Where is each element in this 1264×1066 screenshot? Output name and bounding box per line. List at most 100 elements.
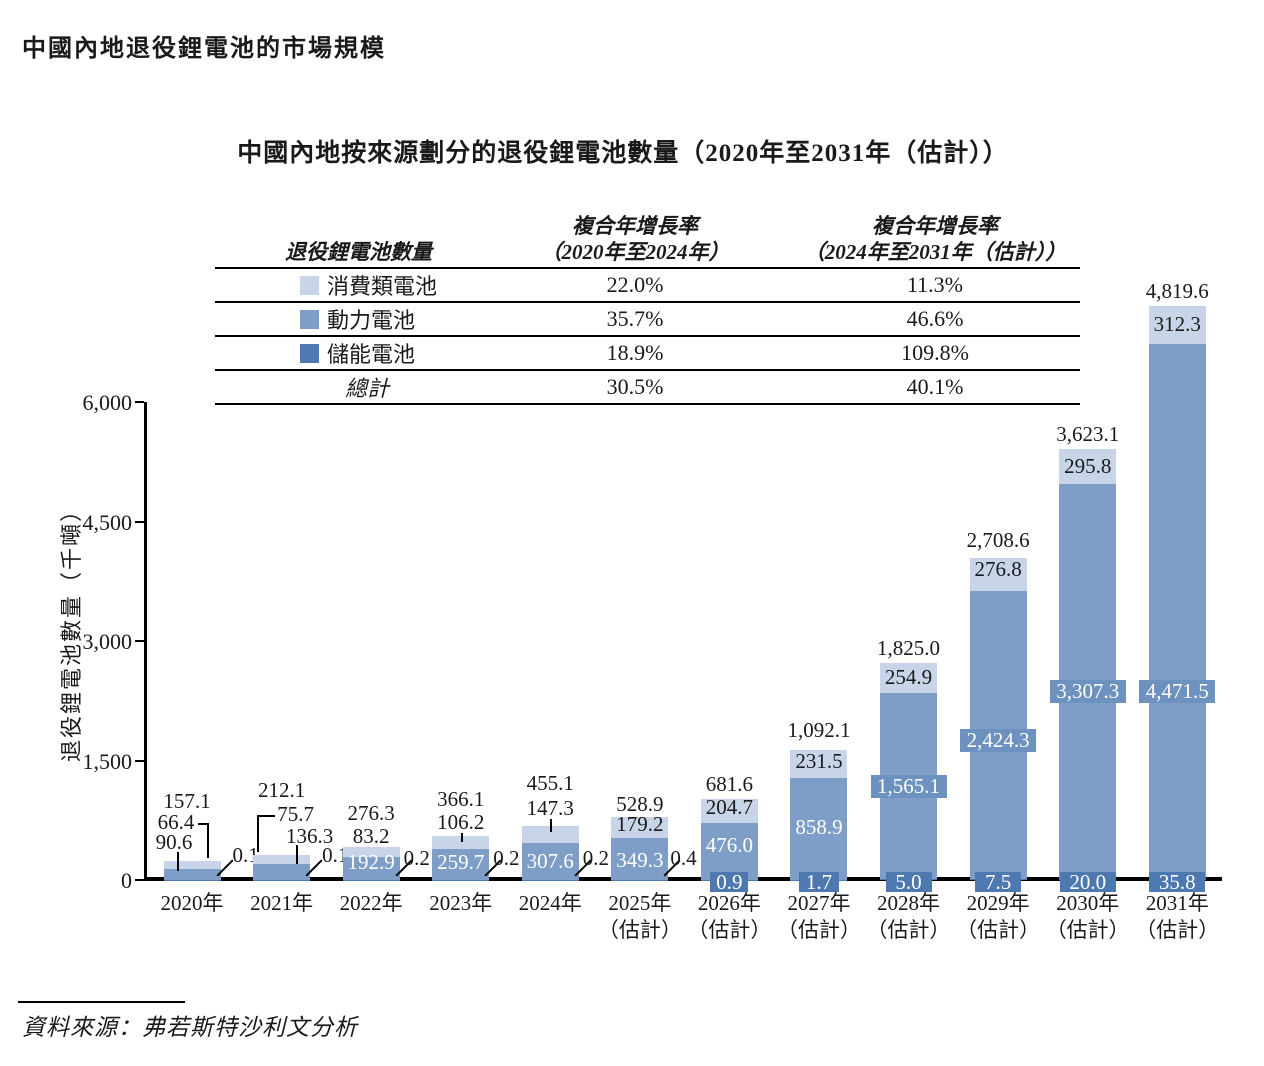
chart-title: 中國內地按來源劃分的退役鋰電池數量（2020年至2031年（估計））	[237, 140, 1009, 167]
table-row-label-cell: 儲能電池	[215, 337, 480, 369]
bar-2023年-power-segment	[432, 849, 490, 880]
table-row-label-cell: 消費類電池	[215, 269, 480, 301]
cagr-2020-2024-value: 35.7%	[606, 306, 664, 331]
x-label-2027年: 2027年	[787, 891, 851, 915]
bar-2020年-storage-segment	[163, 879, 221, 881]
legend-swatch-0	[300, 275, 319, 295]
total-label-2021年: 212.1	[257, 778, 306, 802]
power-label-2026年: 476.0	[705, 833, 754, 857]
cagr-2024-2031-cell: 40.1%	[790, 374, 1080, 400]
power-label-2025年: 349.3	[616, 848, 664, 872]
bar-2020年-consumer-segment	[163, 861, 221, 870]
table-row-label-cell: 總計	[215, 371, 480, 403]
consumer-label-2028年: 254.9	[884, 665, 933, 689]
total-label-2025年: 528.9	[616, 792, 664, 816]
storage-label-2025年: 0.4	[670, 846, 697, 870]
consumer-leader-tick-2023年	[460, 833, 463, 843]
total-label-2027年: 1,092.1	[787, 718, 851, 742]
cagr-2020-2024-cell: 30.5%	[480, 374, 790, 400]
header-cagr-2024-2031: 複合年增長率 （2024年至2031年（估計））	[803, 213, 1067, 264]
power-label-2023年: 259.7	[437, 850, 485, 874]
consumer-label-2025年: 179.2	[616, 812, 664, 836]
legend-label: 儲能電池	[327, 342, 416, 367]
total-label-2024年: 455.1	[526, 771, 574, 795]
bar-2028年-consumer-segment	[880, 662, 938, 694]
bar-2020年-power-segment	[163, 869, 221, 880]
header-quantity: 退役鋰電池數量	[285, 239, 432, 264]
cagr-2024-2031-value: 109.8%	[901, 340, 969, 365]
y-tick-mark-3,000	[135, 640, 144, 642]
cagr-2020-2024-cell: 22.0%	[480, 272, 790, 298]
consumer-label-2020年: 66.4	[157, 810, 195, 834]
cagr-2024-2031-value: 46.6%	[906, 306, 964, 331]
table-row-3: 總計 30.5% 40.1%	[215, 371, 1080, 405]
storage-label-chip-2026年: 0.9	[710, 872, 749, 893]
consumer-leader-h-2021年	[257, 815, 275, 817]
x-label-note-2028年: （估計）	[866, 918, 951, 942]
bar-2022年-power-segment	[342, 857, 400, 880]
total-label-2028年: 1,825.0	[877, 636, 941, 660]
consumer-label-2021年: 75.7	[277, 802, 314, 826]
bar-2023年-storage-segment	[432, 879, 490, 881]
cagr-2020-2024-cell: 35.7%	[480, 306, 790, 332]
x-label-2021年: 2021年	[250, 891, 314, 915]
power-label-2027年: 858.9	[795, 815, 843, 839]
storage-label-chip-2028年: 5.0	[885, 872, 932, 893]
cagr-2024-2031-value: 11.3%	[906, 272, 963, 297]
cagr-2020-2024-value: 18.9%	[606, 340, 664, 365]
x-label-2025年: 2025年	[608, 891, 672, 915]
bar-2021年-power-segment	[253, 863, 311, 880]
total-label-2029年: 2,708.6	[966, 528, 1030, 552]
y-axis-title: 退役鋰電池數量（千噸）	[59, 497, 84, 763]
total-label-2023年: 366.1	[437, 787, 485, 811]
storage-label-chip-2031年: 35.8	[1149, 872, 1206, 893]
bar-2031年-power-segment	[1148, 343, 1206, 876]
bar-2027年-power-segment	[790, 777, 848, 880]
consumer-label-2030年: 295.8	[1064, 454, 1112, 478]
cagr-2024-2031-cell: 46.6%	[790, 306, 1080, 332]
y-tick-label-4,500: 4,500	[82, 509, 133, 535]
bar-2031年-consumer-segment	[1148, 306, 1206, 344]
source-divider	[18, 1001, 185, 1003]
power-label-chip-2031年: 4,471.5	[1139, 680, 1216, 703]
cagr-2024-2031-cell: 11.3%	[790, 272, 1080, 298]
cagr-table-header: 退役鋰電池數量 複合年增長率 （2020年至2024年） 複合年增長率 （202…	[215, 203, 1080, 269]
storage-label-2020年: 0.1	[232, 843, 259, 867]
total-label-2022年: 276.3	[347, 801, 395, 825]
cagr-table: 退役鋰電池數量 複合年增長率 （2020年至2024年） 複合年增長率 （202…	[215, 203, 1080, 405]
cagr-2024-2031-cell: 109.8%	[790, 340, 1080, 366]
bar-2027年-consumer-segment	[790, 750, 848, 778]
power-label-chip-2029年: 2,424.3	[960, 729, 1037, 752]
cagr-2024-2031-value: 40.1%	[906, 374, 964, 399]
bar-2025年-storage-segment	[611, 879, 669, 881]
storage-label-chip-2027年: 1.7	[798, 872, 839, 893]
power-label-2021年: 136.3	[285, 824, 334, 848]
total-label-2020年: 157.1	[163, 789, 211, 813]
x-label-2031年: 2031年	[1145, 891, 1209, 915]
x-label-note-2025年: （估計）	[597, 918, 682, 942]
y-tick-mark-0	[135, 879, 144, 881]
y-axis-line	[144, 402, 147, 880]
y-tick-label-3,000: 3,000	[82, 629, 133, 654]
legend-swatch-1	[300, 309, 319, 329]
bar-2024年-consumer-segment	[521, 825, 579, 844]
bar-2021年-storage-segment	[253, 879, 311, 881]
power-leader-tick-2020年	[177, 852, 179, 871]
bar-2022年-consumer-segment	[342, 847, 400, 857]
source-note: 資料來源：弗若斯特沙利文分析	[22, 1015, 358, 1040]
storage-label-2021年: 0.1	[322, 843, 349, 867]
x-label-note-2027年: （估計）	[776, 918, 861, 942]
bar-2026年-consumer-segment	[700, 798, 758, 824]
storage-label-chip-2030年: 20.0	[1059, 872, 1116, 893]
x-label-2026年: 2026年	[697, 891, 761, 915]
consumer-leader-tick-2024年	[550, 819, 553, 832]
total-label-2026年: 681.6	[705, 772, 754, 796]
cagr-2020-2024-value: 22.0%	[606, 272, 664, 297]
table-row-0: 消費類電池 22.0% 11.3%	[215, 269, 1080, 303]
consumer-label-2029年: 276.8	[974, 557, 1022, 581]
x-axis-line	[144, 877, 1222, 881]
cagr-2020-2024-cell: 18.9%	[480, 340, 790, 366]
table-row-label-cell: 動力電池	[215, 303, 480, 335]
